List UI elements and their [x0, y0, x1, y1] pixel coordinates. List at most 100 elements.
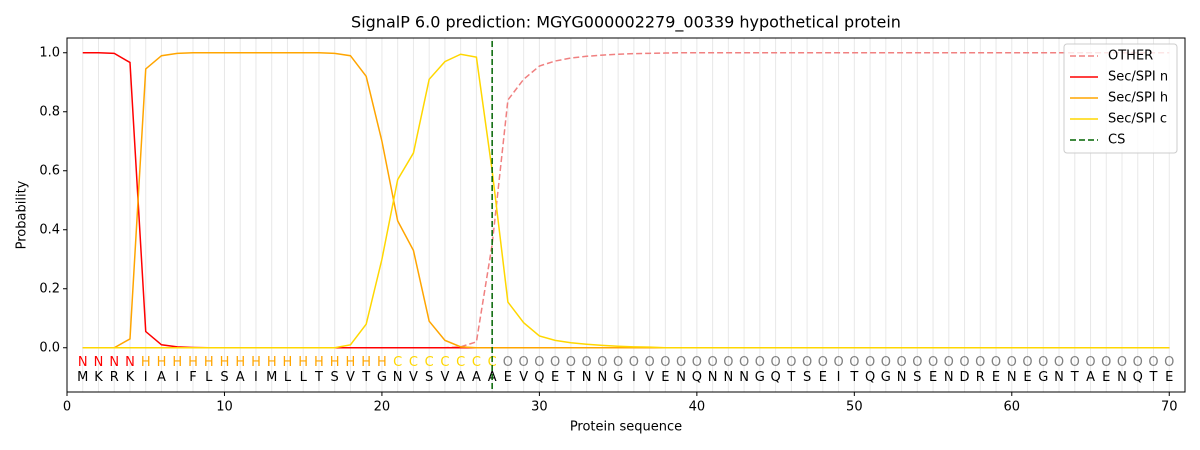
residue: A [1086, 370, 1095, 385]
region-label: O [707, 355, 717, 370]
region-label: O [881, 355, 891, 370]
x-tick-label: 30 [531, 400, 548, 415]
region-label: O [676, 355, 686, 370]
region-label: O [1070, 355, 1080, 370]
region-label: O [1022, 355, 1032, 370]
region-label: O [660, 355, 670, 370]
residue: T [1070, 370, 1079, 385]
residue: D [960, 370, 970, 385]
residue: Q [692, 370, 702, 385]
region-label: N [125, 355, 135, 370]
region-label: O [1101, 355, 1111, 370]
residue: Q [534, 370, 544, 385]
residue: N [598, 370, 608, 385]
region-label: H [172, 355, 182, 370]
region-label: O [849, 355, 859, 370]
region-label: O [1054, 355, 1064, 370]
region-label: C [488, 355, 497, 370]
region-label: H [283, 355, 293, 370]
residue: G [755, 370, 765, 385]
residue: E [1023, 370, 1031, 385]
x-tick-label: 20 [374, 400, 391, 415]
region-label: O [645, 355, 655, 370]
residue: N [676, 370, 686, 385]
region-label: O [692, 355, 702, 370]
region-label: N [94, 355, 104, 370]
region-label: H [157, 355, 167, 370]
x-axis-label: Protein sequence [570, 420, 682, 435]
region-label: O [865, 355, 875, 370]
region-label: O [534, 355, 544, 370]
region-label: O [818, 355, 828, 370]
region-label: H [235, 355, 245, 370]
residue: T [314, 370, 323, 385]
series-line [82, 52, 1170, 349]
region-label: O [896, 355, 906, 370]
region-label: C [425, 355, 434, 370]
residue: E [1165, 370, 1173, 385]
legend-box [1063, 43, 1178, 154]
region-label: H [141, 355, 151, 370]
residue: I [632, 370, 636, 385]
region-label: N [109, 355, 119, 370]
residue: E [929, 370, 937, 385]
region-label: O [1148, 355, 1158, 370]
series-line [82, 52, 1170, 349]
region-label: O [1117, 355, 1127, 370]
legend-label: Sec/SPI c [1108, 112, 1167, 127]
y-tick-label: 0.0 [39, 340, 60, 355]
x-tick-label: 40 [689, 400, 706, 415]
region-label: C [440, 355, 449, 370]
residue: F [189, 370, 196, 385]
residue: V [346, 370, 355, 385]
legend-label: CS [1108, 133, 1125, 148]
region-label: H [377, 355, 387, 370]
y-tick-label: 0.8 [39, 104, 60, 119]
region-label: O [613, 355, 623, 370]
residue: M [266, 370, 277, 385]
residue: E [819, 370, 827, 385]
residue: N [708, 370, 718, 385]
region-label: O [503, 355, 513, 370]
residue: T [1149, 370, 1158, 385]
region-label: O [770, 355, 780, 370]
residue: G [377, 370, 387, 385]
chart-title: SignalP 6.0 prediction: MGYG000002279_00… [351, 13, 901, 33]
region-label: H [330, 355, 340, 370]
region-label: N [78, 355, 88, 370]
region-label: O [912, 355, 922, 370]
y-tick-label: 0.2 [39, 281, 60, 296]
region-label: O [739, 355, 749, 370]
region-label: H [298, 355, 308, 370]
residue: N [582, 370, 592, 385]
region-label: H [361, 355, 371, 370]
x-tick-label: 60 [1004, 400, 1021, 415]
legend-label: Sec/SPI n [1108, 70, 1168, 85]
residue: T [786, 370, 795, 385]
residue: N [1007, 370, 1017, 385]
residue: A [456, 370, 465, 385]
residue: E [992, 370, 1000, 385]
residue: G [1038, 370, 1048, 385]
residue: S [425, 370, 433, 385]
y-axis-label: Probability [15, 180, 30, 249]
region-label: O [1164, 355, 1174, 370]
residue: L [205, 370, 213, 385]
region-label: O [991, 355, 1001, 370]
residue: V [409, 370, 418, 385]
residue: V [519, 370, 528, 385]
series-line [82, 52, 1170, 349]
region-label: H [267, 355, 277, 370]
residue: G [881, 370, 891, 385]
region-label: O [802, 355, 812, 370]
legend-label: Sec/SPI h [1108, 91, 1168, 106]
residue: M [77, 370, 88, 385]
y-tick-label: 0.4 [39, 222, 60, 237]
y-tick-label: 1.0 [39, 45, 60, 60]
region-label: H [251, 355, 261, 370]
residue: N [723, 370, 733, 385]
residue: S [913, 370, 921, 385]
region-label: O [582, 355, 592, 370]
residue: Q [770, 370, 780, 385]
